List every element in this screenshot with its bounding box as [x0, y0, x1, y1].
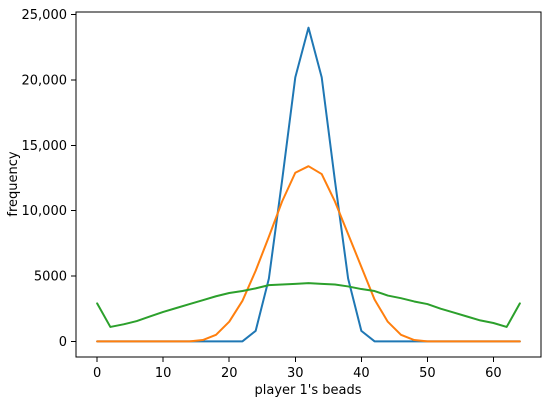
y-tick-label: 15,000: [22, 139, 68, 154]
y-axis-label: frequency: [6, 151, 21, 217]
x-tick-label: 0: [93, 366, 101, 381]
y-axis-ticks: 0 5000 10,000 15,000 20,000 25,000: [22, 8, 76, 350]
x-tick-label: 40: [353, 366, 370, 381]
y-tick-label: 0: [59, 335, 67, 350]
x-tick-label: 20: [221, 366, 238, 381]
x-tick-label: 60: [485, 366, 502, 381]
y-tick-label: 10,000: [22, 204, 68, 219]
axes-layer: [75, 11, 542, 358]
y-tick-label: 20,000: [22, 73, 68, 88]
plot-frame: [75, 11, 542, 358]
series-layer: [96, 26, 521, 343]
x-tick-label: 10: [155, 366, 172, 381]
series-line-1: [96, 26, 521, 343]
x-axis-label: player 1's beads: [255, 383, 362, 398]
y-tick-label: 25,000: [22, 8, 68, 23]
x-tick-label: 50: [419, 366, 436, 381]
x-axis-ticks: 0 10 20 30 40 50 60: [93, 357, 502, 381]
x-tick-label: 30: [287, 366, 304, 381]
y-tick-label: 5000: [34, 269, 67, 284]
series-line-2: [96, 165, 521, 343]
series-line-3: [96, 282, 521, 328]
